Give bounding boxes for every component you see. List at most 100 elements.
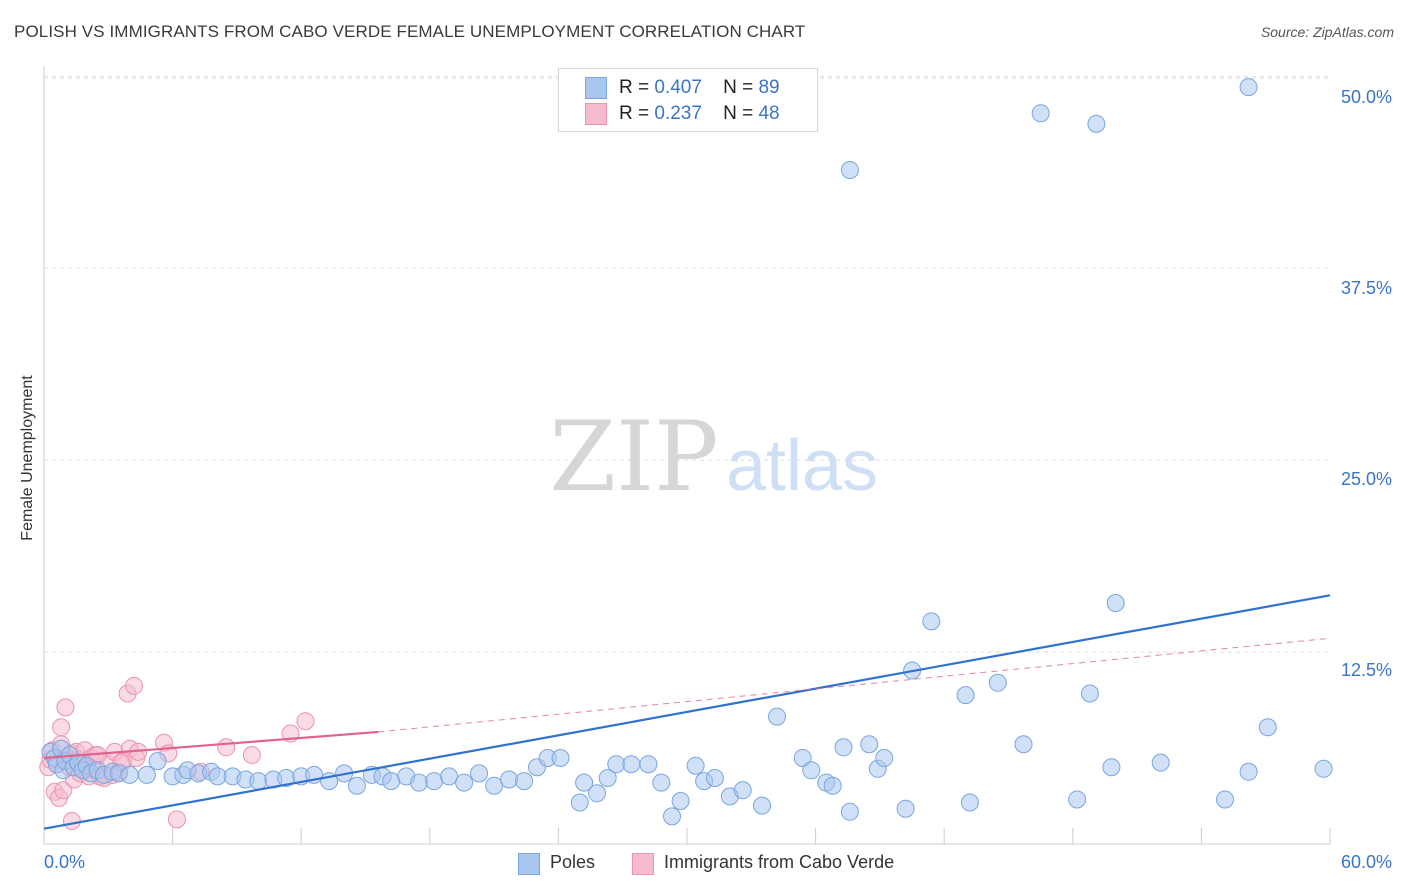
poles-point-64 [733,781,752,800]
poles-point-51 [575,773,594,792]
cabo-legend-label: Immigrants from Cabo Verde [664,852,895,872]
poles-r-label: R = [619,77,650,98]
poles-legend-swatch [518,853,540,875]
poles-point-92 [840,161,859,179]
poles-point-79 [960,793,979,812]
poles-point-40 [425,772,444,791]
poles-swatch [585,77,607,99]
cabo-swatch [585,103,607,125]
poles-point-46 [515,772,534,791]
poles-point-57 [652,773,671,792]
poles-point-56 [639,755,658,774]
poles-point-17 [137,765,156,784]
poles-point-81 [988,673,1007,692]
series-cabo-verde [39,676,315,830]
poles-point-39 [410,773,429,792]
cabo-point-6 [52,718,71,737]
poles-point-37 [382,772,401,791]
poles-point-94 [1087,114,1106,133]
poles-point-66 [768,707,786,726]
poles-point-83 [1068,790,1087,809]
poles-point-27 [249,772,268,791]
cabo-trend-extension [378,637,1331,733]
poles-point-89 [1239,762,1258,781]
poles-r-value: 0.407 [654,77,702,98]
poles-point-67 [793,749,812,767]
poles-point-82 [1014,735,1033,754]
x-tick-label-max: 60.0% [1340,852,1392,872]
watermark: ZIP atlas [549,401,878,513]
poles-point-16 [120,765,139,784]
cabo-point-40 [242,746,261,764]
cabo-point-32 [125,676,143,695]
cabo-legend-swatch [632,853,654,875]
cabo-r-value: 0.237 [654,103,702,124]
poles-point-50 [570,793,589,812]
trend-lines [43,594,1331,830]
poles-point-93 [1031,104,1050,123]
poles-point-91 [1314,759,1333,778]
cabo-point-43 [62,812,81,830]
poles-n-label: N = [723,77,754,98]
poles-point-78 [922,612,941,631]
cabo-point-7 [54,781,73,800]
poles-point-75 [875,749,894,767]
poles-point-71 [834,738,853,757]
axis-layer [43,66,1331,845]
cabo-trend-line [43,730,379,760]
poles-point-85 [1102,758,1121,777]
poles-point-73 [860,735,879,754]
series-poles [41,78,1333,826]
poles-point-90 [1258,718,1277,737]
y-tick-label-12-5: 12.5% [1340,660,1392,680]
poles-point-65 [753,796,771,815]
stats-legend: R = 0.407 N = 89 R = 0.237 N = 48 [558,68,818,132]
poles-point-44 [485,776,504,795]
x-tick-label-min: 0.0% [44,852,86,872]
poles-point-34 [347,776,366,795]
poles-point-60 [686,756,705,775]
cabo-n-value: 48 [758,103,780,124]
cabo-point-8 [56,698,75,717]
watermark-zip: ZIP [549,401,718,513]
poles-point-68 [802,761,821,780]
series-legend: Poles Immigrants from Cabo Verde [0,852,1406,878]
poles-point-72 [840,802,859,821]
cabo-n-label: N = [723,103,754,124]
poles-point-76 [896,799,915,818]
poles-point-43 [470,764,489,783]
poles-point-58 [663,807,681,826]
poles-point-84 [1080,684,1099,703]
cabo-point-39 [217,738,236,757]
poles-n-value: 89 [758,77,780,98]
poles-point-52 [588,784,606,803]
poles-legend-label: Poles [550,852,596,872]
watermark-atlas: atlas [726,426,878,506]
y-tick-label-50: 50.0% [1340,87,1392,107]
poles-point-62 [705,769,724,787]
cabo-point-42 [296,712,315,731]
poles-trend-line [43,594,1331,830]
poles-point-41 [440,767,459,786]
y-tick-label-37-5: 37.5% [1340,278,1392,298]
poles-point-55 [622,755,641,774]
chart-title: POLISH VS IMMIGRANTS FROM CABO VERDE FEM… [14,22,806,41]
poles-point-95 [1239,78,1258,97]
poles-point-18 [148,752,167,771]
poles-point-59 [671,792,690,810]
poles-point-53 [598,769,617,787]
poles-point-45 [500,770,519,789]
poles-point-87 [1151,753,1170,772]
cabo-r-label: R = [619,103,650,124]
cabo-point-37 [167,810,186,829]
poles-point-70 [823,776,842,795]
poles-point-80 [956,686,975,705]
poles-point-54 [607,755,626,774]
poles-point-88 [1216,790,1234,809]
poles-point-49 [551,749,570,767]
grid-layer [44,75,1330,653]
source-label: Source: ZipAtlas.com [1260,24,1394,40]
y-tick-label-25: 25.0% [1340,469,1392,489]
poles-point-24 [208,767,227,786]
